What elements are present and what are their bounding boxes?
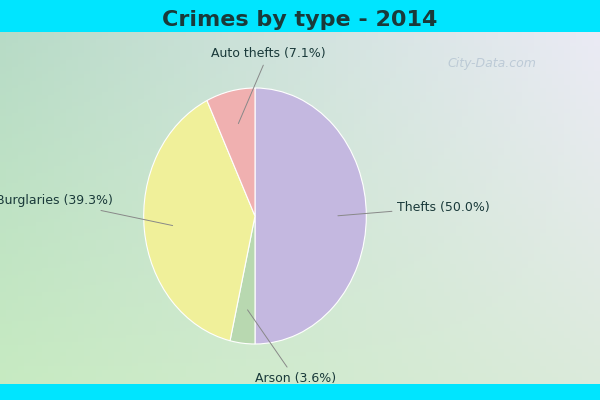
Wedge shape [207, 88, 255, 216]
Wedge shape [255, 88, 367, 344]
Wedge shape [230, 216, 255, 344]
Text: Auto thefts (7.1%): Auto thefts (7.1%) [211, 47, 326, 124]
Text: Crimes by type - 2014: Crimes by type - 2014 [163, 10, 437, 30]
Wedge shape [143, 100, 255, 341]
Text: Thefts (50.0%): Thefts (50.0%) [338, 200, 490, 216]
Text: Burglaries (39.3%): Burglaries (39.3%) [0, 194, 173, 226]
Text: City-Data.com: City-Data.com [448, 58, 536, 70]
Text: Arson (3.6%): Arson (3.6%) [248, 310, 335, 385]
